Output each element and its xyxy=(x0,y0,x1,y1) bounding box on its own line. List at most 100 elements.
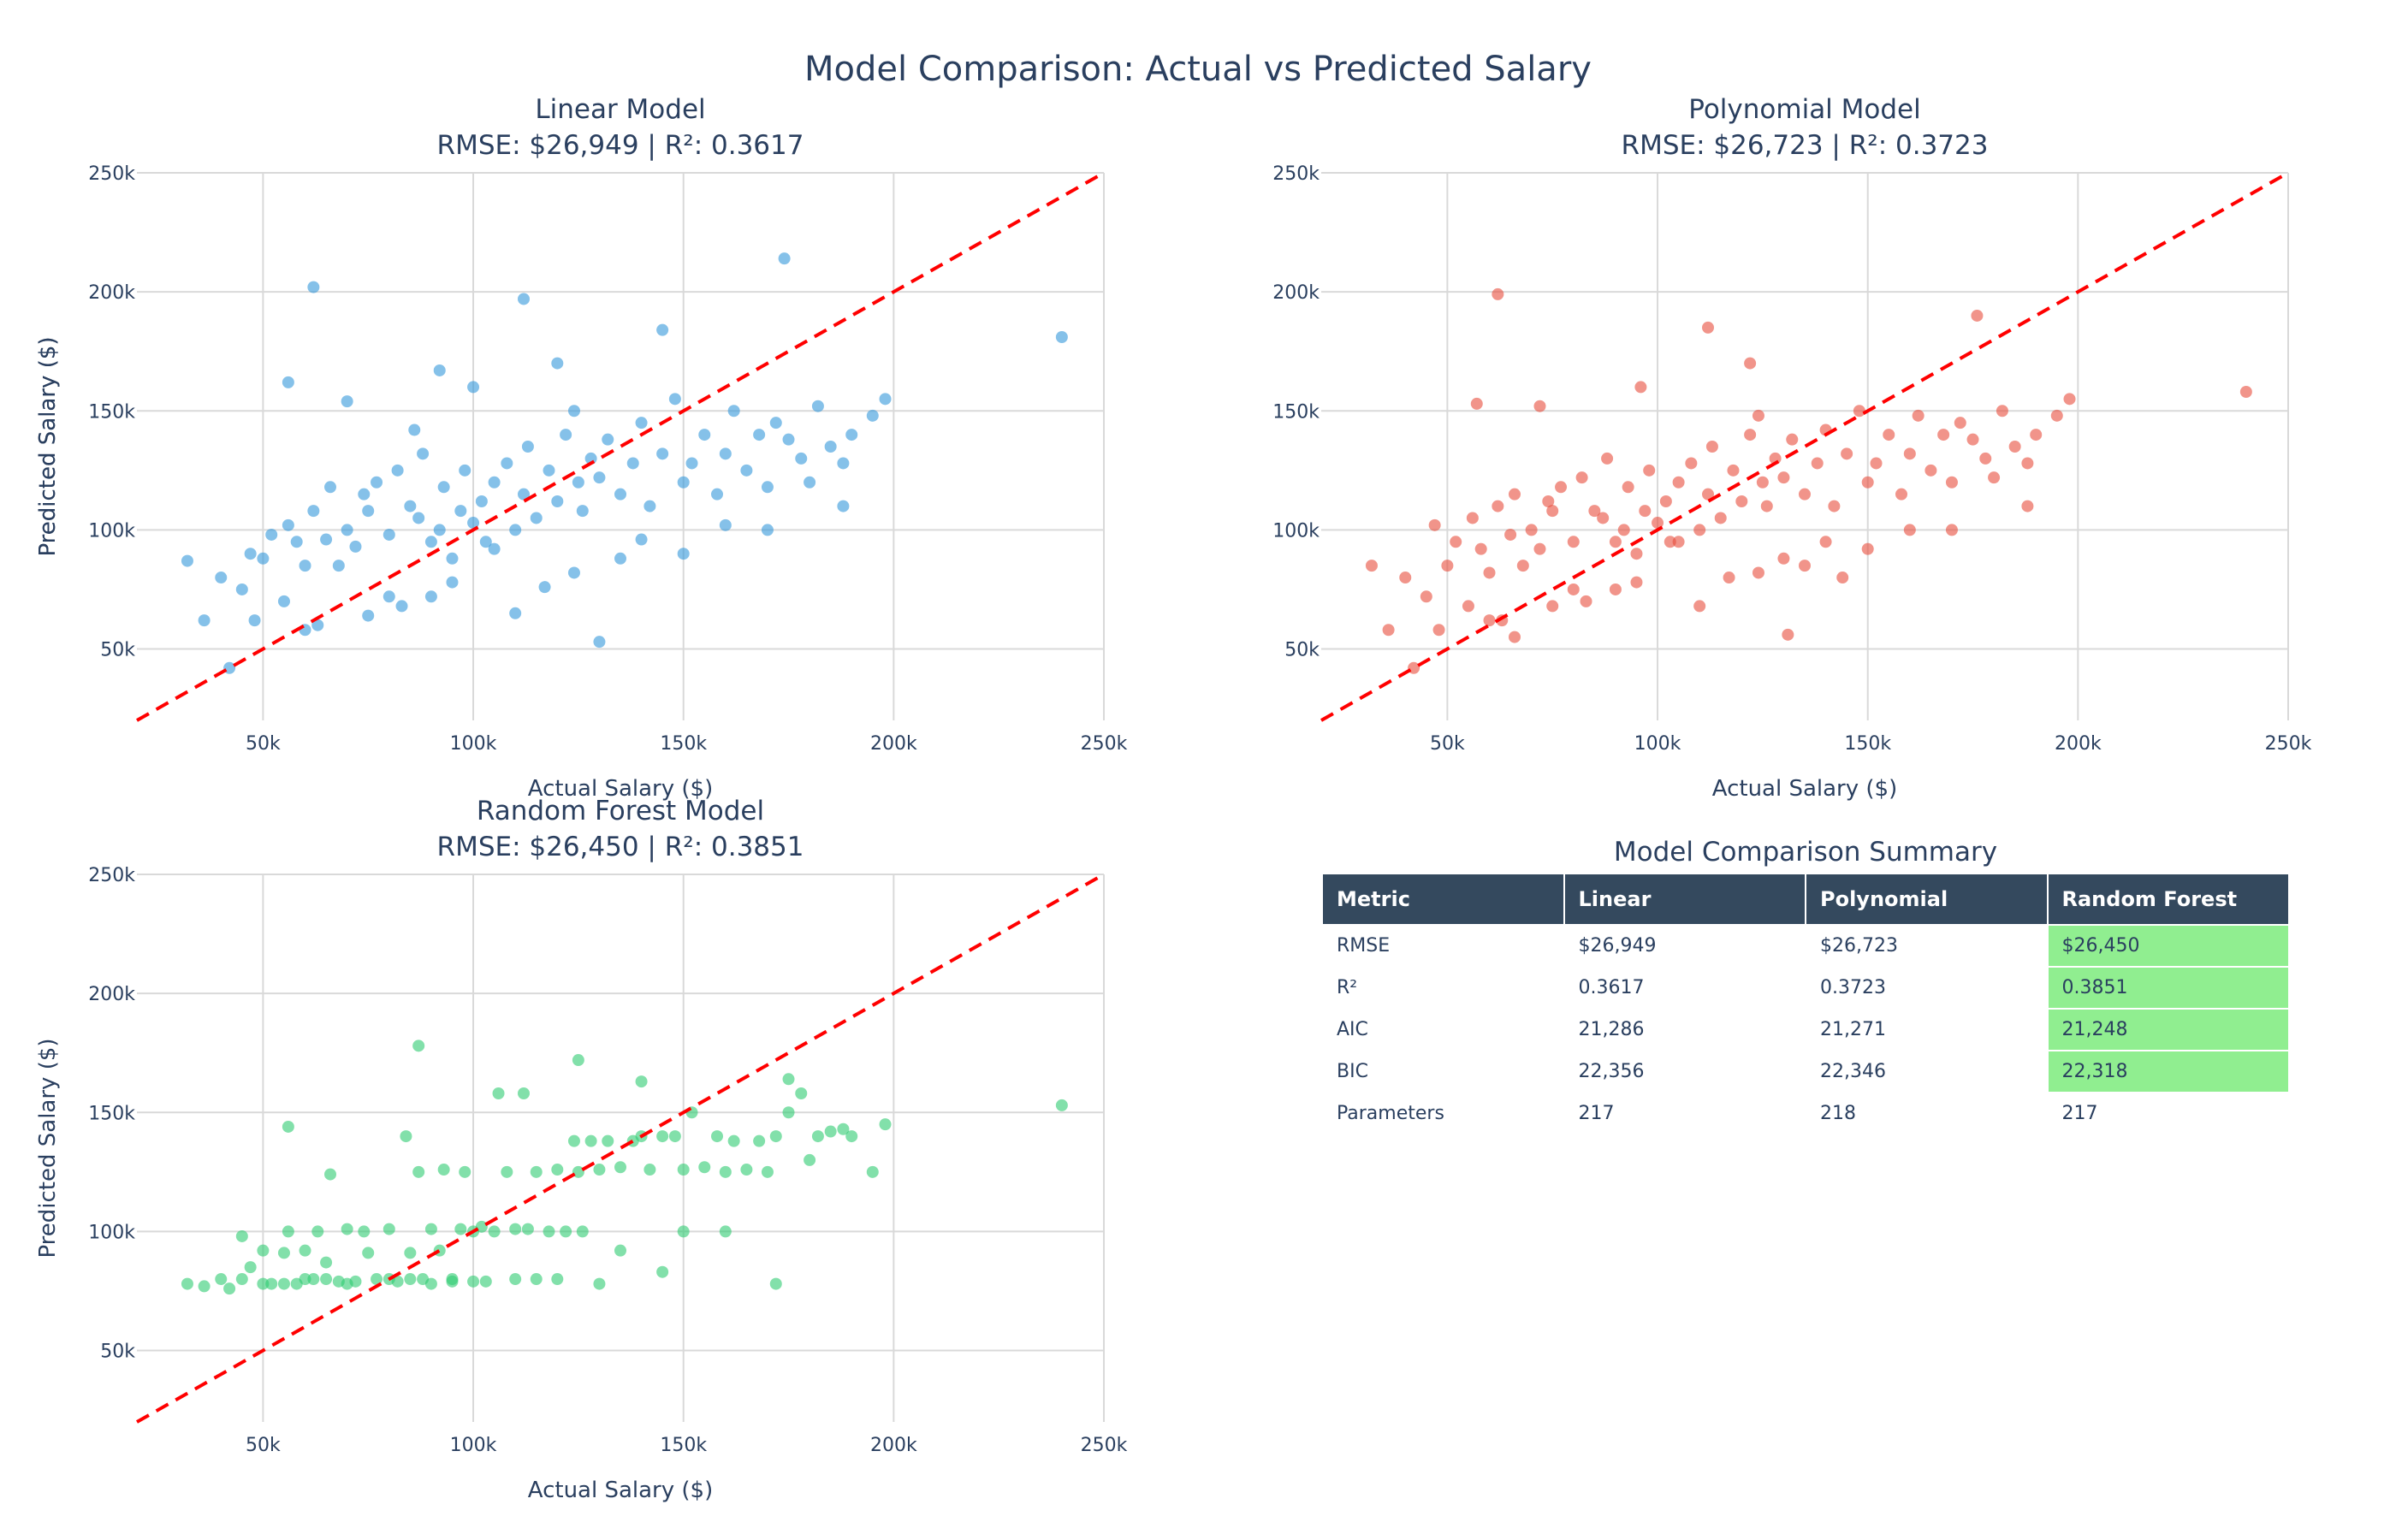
data-point xyxy=(811,1130,824,1143)
y-axis-label: Predicted Salary ($) xyxy=(35,1038,61,1258)
cell-linear: $26,949 xyxy=(1563,924,1806,968)
data-point xyxy=(383,1223,395,1235)
data-point xyxy=(198,1280,211,1293)
data-point xyxy=(1895,488,1907,500)
data-point xyxy=(1462,600,1474,613)
data-point xyxy=(341,524,353,536)
y-tick-label: 250k xyxy=(1272,163,1320,185)
data-point xyxy=(530,512,543,524)
data-point xyxy=(1055,1099,1068,1111)
x-tick-label: 250k xyxy=(2265,733,2312,755)
data-point xyxy=(2030,429,2043,441)
x-tick-label: 200k xyxy=(2055,733,2102,755)
data-point xyxy=(2008,441,2021,453)
data-point xyxy=(2021,457,2034,470)
data-point xyxy=(1652,517,1664,530)
data-point xyxy=(1752,409,1764,422)
data-point xyxy=(761,481,774,494)
data-point xyxy=(320,1273,333,1286)
data-point xyxy=(2050,409,2063,422)
data-point xyxy=(1744,357,1757,370)
data-point xyxy=(215,1273,228,1286)
data-point xyxy=(518,1087,530,1099)
data-point xyxy=(2239,386,2252,398)
data-point xyxy=(572,476,584,489)
y-tick-label: 200k xyxy=(1272,282,1320,304)
data-point xyxy=(1937,429,1950,441)
data-point xyxy=(1470,397,1483,410)
data-point xyxy=(433,364,446,376)
data-point xyxy=(518,293,530,305)
summary-table-header-row: Metric Linear Polynomial Random Forest xyxy=(1321,873,2290,926)
data-point xyxy=(643,500,656,512)
data-point xyxy=(181,554,193,567)
data-point xyxy=(341,1277,353,1290)
data-point xyxy=(459,1165,471,1178)
data-point xyxy=(467,381,480,394)
data-point xyxy=(593,1164,606,1176)
x-axis-label: Actual Salary ($) xyxy=(1712,776,1897,802)
data-point xyxy=(576,505,589,518)
data-point xyxy=(424,536,437,548)
data-point xyxy=(685,457,698,470)
data-point xyxy=(1382,624,1395,637)
data-point xyxy=(1777,552,1790,565)
y-tick-label: 150k xyxy=(88,1103,135,1124)
data-point xyxy=(362,505,375,518)
data-point xyxy=(1799,488,1811,500)
data-point xyxy=(719,518,732,531)
data-point xyxy=(761,524,774,536)
data-point xyxy=(509,524,522,536)
data-point xyxy=(349,540,362,553)
data-point xyxy=(1702,488,1714,500)
data-point xyxy=(740,464,753,477)
cell-random-forest: 22,318 xyxy=(2046,1050,2290,1093)
data-point xyxy=(509,1223,522,1235)
data-point xyxy=(795,1087,808,1099)
data-point xyxy=(257,552,270,565)
data-point xyxy=(769,1130,782,1143)
data-point xyxy=(265,1277,278,1290)
data-point xyxy=(551,357,564,370)
data-point xyxy=(626,457,639,470)
data-point xyxy=(235,1229,248,1242)
data-point xyxy=(424,1223,437,1235)
data-point xyxy=(635,1075,648,1088)
data-point xyxy=(1945,524,1958,536)
data-point xyxy=(412,1040,425,1052)
data-point xyxy=(488,476,501,489)
data-point xyxy=(1546,505,1559,518)
data-point xyxy=(408,424,421,436)
data-point xyxy=(383,528,395,541)
data-point xyxy=(866,409,879,422)
data-point xyxy=(551,1273,564,1286)
data-point xyxy=(1685,457,1698,470)
data-point xyxy=(614,1161,626,1174)
y-tick-label: 150k xyxy=(88,401,135,423)
x-tick-label: 100k xyxy=(450,733,497,755)
data-point xyxy=(1988,471,2001,484)
y-tick-label: 250k xyxy=(88,865,135,886)
summary-table-body: RMSE $26,949 $26,723 $26,450 R² 0.3617 0.3723 0… xyxy=(1321,924,2290,1135)
data-point xyxy=(572,1054,584,1067)
data-point xyxy=(424,590,437,603)
chart-linear: 50k 100k 150k 200k 250k 50k 100k 150k 200k 250k Li… xyxy=(35,94,1128,802)
data-point xyxy=(1567,536,1580,548)
cell-metric: R² xyxy=(1321,966,1565,1010)
data-point xyxy=(1723,572,1735,584)
data-point xyxy=(320,533,333,546)
data-point xyxy=(371,1273,383,1286)
data-point xyxy=(879,1118,892,1131)
data-point xyxy=(1828,500,1841,512)
header-polynomial: Polynomial xyxy=(1805,873,2049,926)
data-point xyxy=(727,1134,740,1147)
data-point xyxy=(677,548,690,560)
data-point xyxy=(1945,476,1958,489)
data-point xyxy=(769,417,782,429)
data-point xyxy=(404,1273,417,1286)
data-point xyxy=(845,1130,858,1143)
data-point xyxy=(1811,457,1824,470)
data-point xyxy=(1727,464,1740,477)
data-point xyxy=(1509,488,1521,500)
x-tick-label: 200k xyxy=(870,1435,917,1456)
